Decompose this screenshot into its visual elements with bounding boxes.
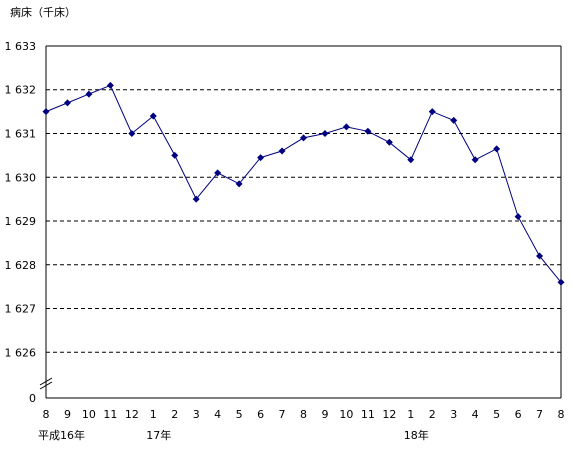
y-tick-label: 1 633 [5, 40, 37, 53]
x-tick-label: 12 [382, 408, 396, 421]
data-point [149, 112, 157, 120]
data-point [106, 81, 114, 89]
x-tick-label: 5 [493, 408, 500, 421]
data-point [536, 252, 544, 260]
y-tick-label: 1 629 [5, 215, 37, 228]
x-tick-label: 9 [321, 408, 328, 421]
grid-lines [46, 89, 561, 353]
x-tick-label: 6 [257, 408, 264, 421]
axes [39, 45, 562, 399]
y-zero-label: 0 [29, 392, 36, 405]
axis-break-mark [39, 381, 53, 390]
x-tick-label: 7 [536, 408, 543, 421]
x-tick-label: 2 [429, 408, 436, 421]
data-point [278, 147, 286, 155]
year-label: 18年 [404, 428, 429, 442]
series-line [45, 84, 562, 283]
x-tick-label: 1 [150, 408, 157, 421]
x-tick-label: 4 [214, 408, 221, 421]
y-tick-label: 1 626 [5, 346, 37, 359]
y-tick-label: 1 631 [5, 128, 37, 141]
x-tick-label: 7 [279, 408, 286, 421]
data-point [257, 154, 265, 162]
data-point [63, 99, 71, 107]
y-tick-labels: 1 626 1 627 1 628 1 629 1 630 1 631 1 632 1 633… [5, 40, 37, 405]
x-tick-label: 8 [558, 408, 565, 421]
data-point [300, 134, 307, 142]
x-tick-labels: 8 9 10 11 12 1 2 3 4 5 6 7 8 9 10 11 12 1 2 3 4 5 6 7 8 [43, 408, 565, 421]
data-series [42, 81, 565, 286]
data-point [342, 123, 350, 131]
x-tick-label: 2 [171, 408, 178, 421]
data-point [235, 180, 243, 188]
data-point [514, 213, 522, 221]
data-point [364, 127, 372, 135]
data-point [428, 108, 436, 116]
x-tick-label: 10 [82, 408, 96, 421]
x-tick-label: 11 [103, 408, 117, 421]
data-point [407, 156, 415, 164]
data-point [321, 130, 329, 137]
year-label: 17年 [146, 428, 171, 442]
x-tick-label: 12 [125, 408, 139, 421]
x-tick-label: 8 [300, 408, 307, 421]
y-tick-label: 1 632 [5, 84, 37, 97]
data-point [557, 278, 565, 286]
data-point [42, 108, 50, 116]
year-labels: 平成16年 17年 18年 [38, 428, 429, 442]
x-tick-label: 3 [193, 408, 200, 421]
year-label: 平成16年 [38, 428, 85, 442]
axis-break-mark [39, 377, 53, 386]
data-point [214, 169, 222, 177]
x-tick-label: 8 [43, 408, 50, 421]
x-tick-label: 10 [339, 408, 353, 421]
data-point [493, 145, 501, 153]
x-tick-label: 6 [515, 408, 522, 421]
y-tick-label: 1 628 [5, 259, 37, 272]
x-tick-label: 1 [407, 408, 414, 421]
y-tick-label: 1 630 [5, 171, 37, 184]
data-point [450, 116, 458, 124]
data-point [128, 130, 136, 137]
y-tick-label: 1 627 [5, 303, 37, 316]
data-point [171, 151, 179, 159]
x-tick-label: 9 [64, 408, 71, 421]
x-tick-label: 11 [361, 408, 375, 421]
x-tick-label: 3 [450, 408, 457, 421]
x-tick-label: 4 [472, 408, 479, 421]
data-point [385, 138, 393, 146]
x-tick-label: 5 [236, 408, 243, 421]
data-point [471, 156, 479, 164]
data-point [192, 195, 200, 203]
y-axis-unit-label: 病床（千床） [10, 6, 76, 19]
data-point [85, 90, 93, 98]
